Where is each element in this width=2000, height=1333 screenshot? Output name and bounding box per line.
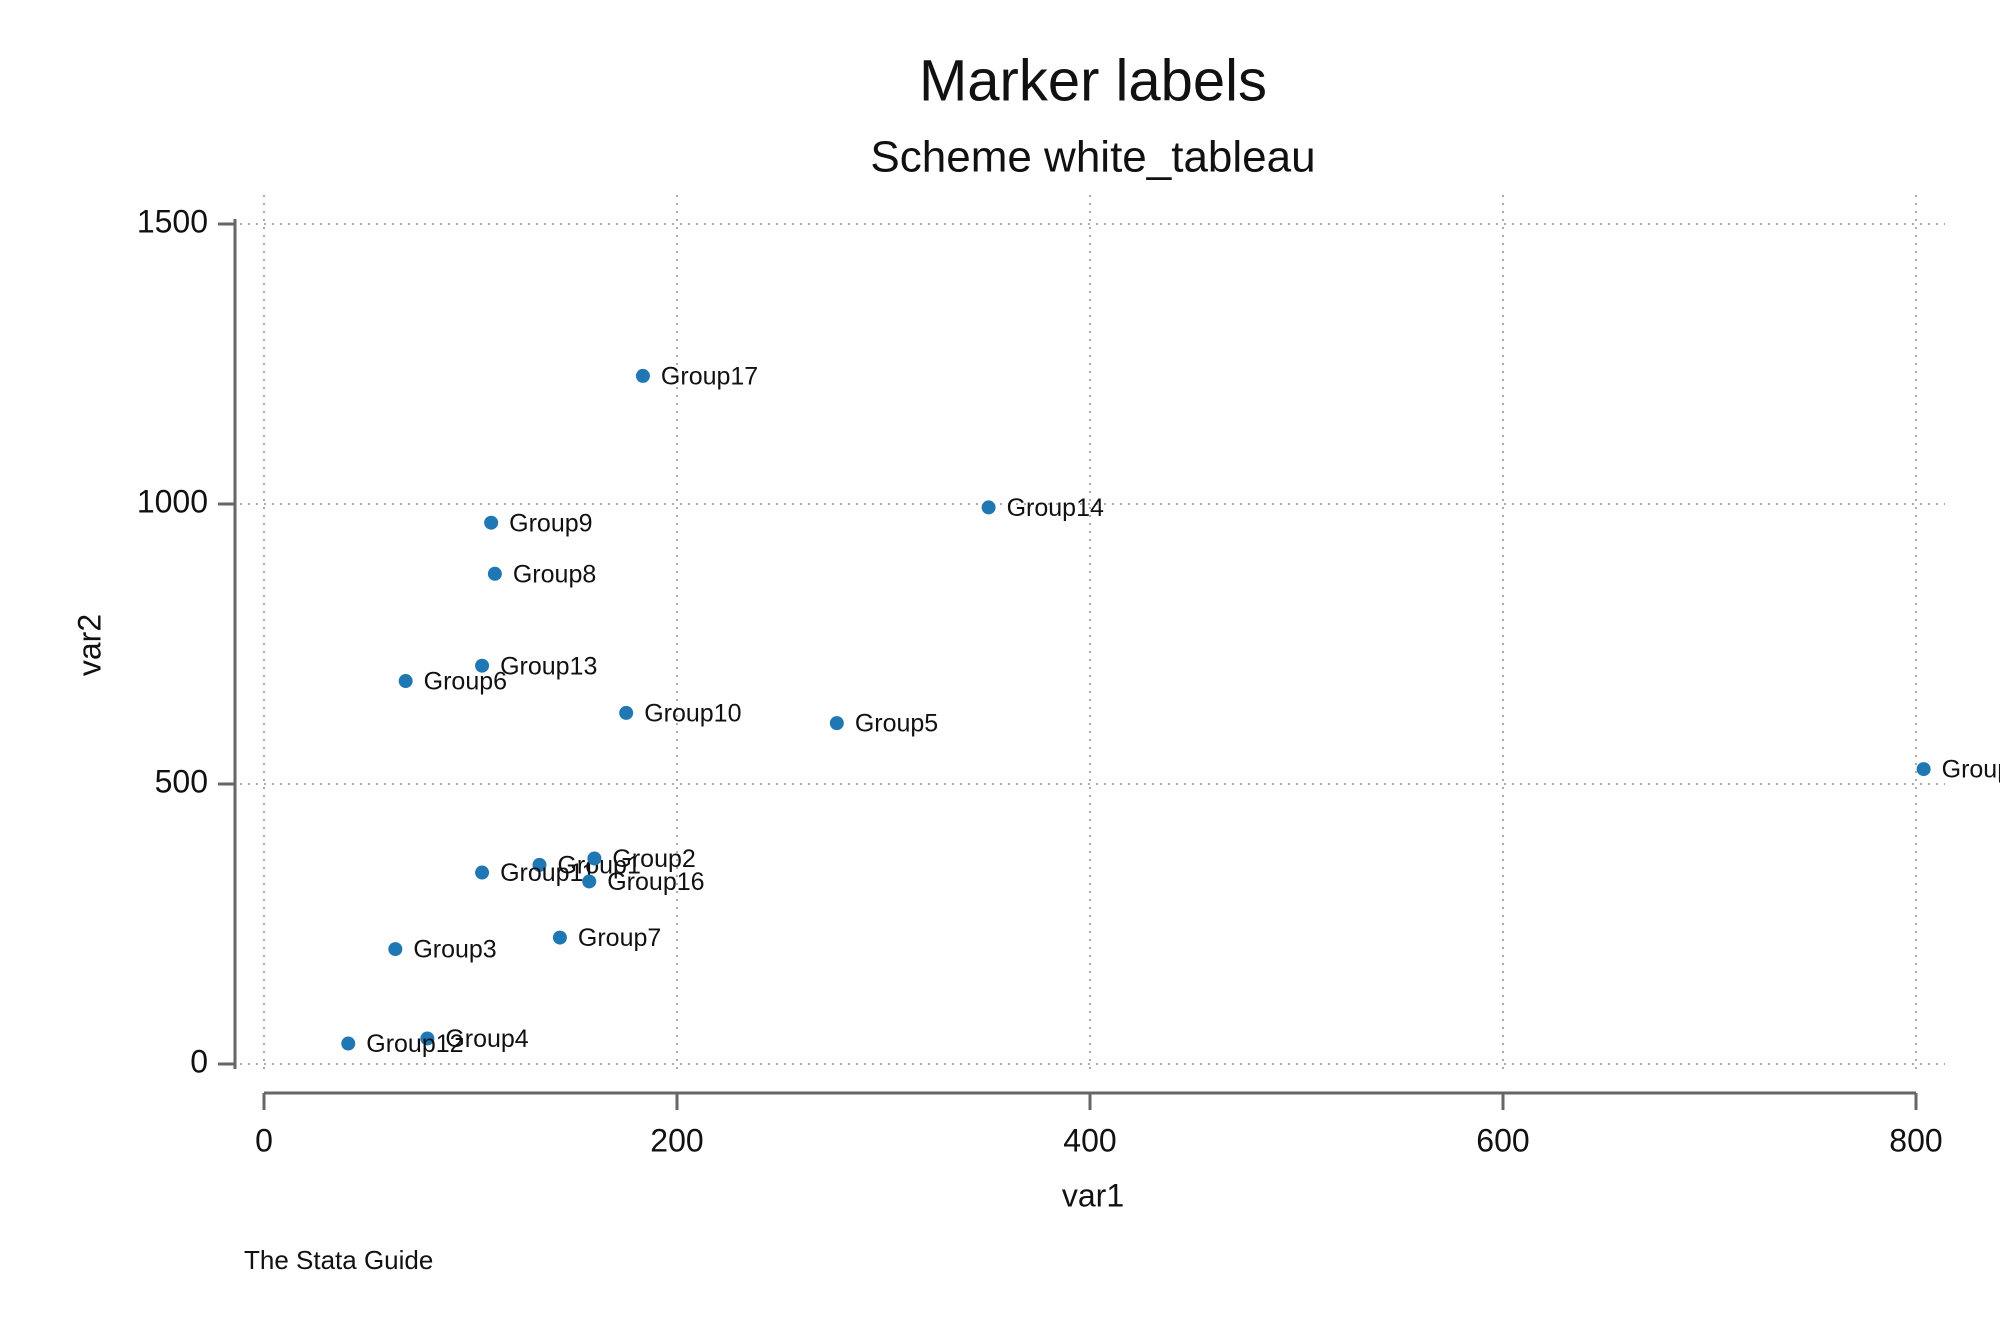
point xyxy=(484,515,499,530)
point xyxy=(532,857,547,872)
point-label: Group14 xyxy=(1007,494,1104,522)
point-label: Group7 xyxy=(578,924,661,952)
point-label: Group5 xyxy=(855,710,938,738)
y-tick-label: 1500 xyxy=(137,203,208,239)
point xyxy=(398,674,413,689)
point-label: Group6 xyxy=(424,668,507,696)
point-label: Group16 xyxy=(607,868,704,896)
chart-title: Marker labels xyxy=(919,48,1267,113)
point-label: Group9 xyxy=(509,509,592,537)
x-tick-label: 200 xyxy=(650,1122,703,1158)
point-label: Group15 xyxy=(1942,756,2000,784)
point-label: Group12 xyxy=(366,1030,463,1058)
x-axis-label: var1 xyxy=(1062,1177,1124,1213)
point-label: Group4 xyxy=(445,1025,528,1053)
y-tick-label: 1000 xyxy=(137,483,208,519)
point-label: Group13 xyxy=(500,652,597,680)
point xyxy=(552,930,567,945)
point xyxy=(635,368,650,383)
y-axis-label: var2 xyxy=(71,614,107,676)
point xyxy=(341,1036,356,1051)
point-label: Group8 xyxy=(513,560,596,588)
point xyxy=(388,942,403,957)
point xyxy=(829,716,844,731)
point-label: Group2 xyxy=(612,845,695,873)
point xyxy=(487,566,502,581)
note: The Stata Guide xyxy=(244,1245,433,1275)
point xyxy=(420,1031,435,1046)
point xyxy=(582,874,597,889)
x-tick-label: 400 xyxy=(1063,1122,1116,1158)
y-tick-label: 500 xyxy=(155,763,208,799)
x-tick-label: 600 xyxy=(1476,1122,1529,1158)
y-tick-label: 0 xyxy=(190,1043,208,1079)
point-label: Group11 xyxy=(500,859,595,887)
chart-subtitle: Scheme white_tableau xyxy=(870,133,1315,182)
point-label: Group17 xyxy=(661,363,758,391)
point xyxy=(475,658,490,673)
point xyxy=(475,865,490,880)
point xyxy=(1916,762,1931,777)
x-tick-label: 800 xyxy=(1889,1122,1942,1158)
point xyxy=(619,705,634,720)
point-label: Group10 xyxy=(644,700,741,728)
point xyxy=(587,851,602,866)
x-tick-label: 0 xyxy=(255,1122,273,1158)
point-label: Group3 xyxy=(413,936,496,964)
point xyxy=(981,500,996,515)
